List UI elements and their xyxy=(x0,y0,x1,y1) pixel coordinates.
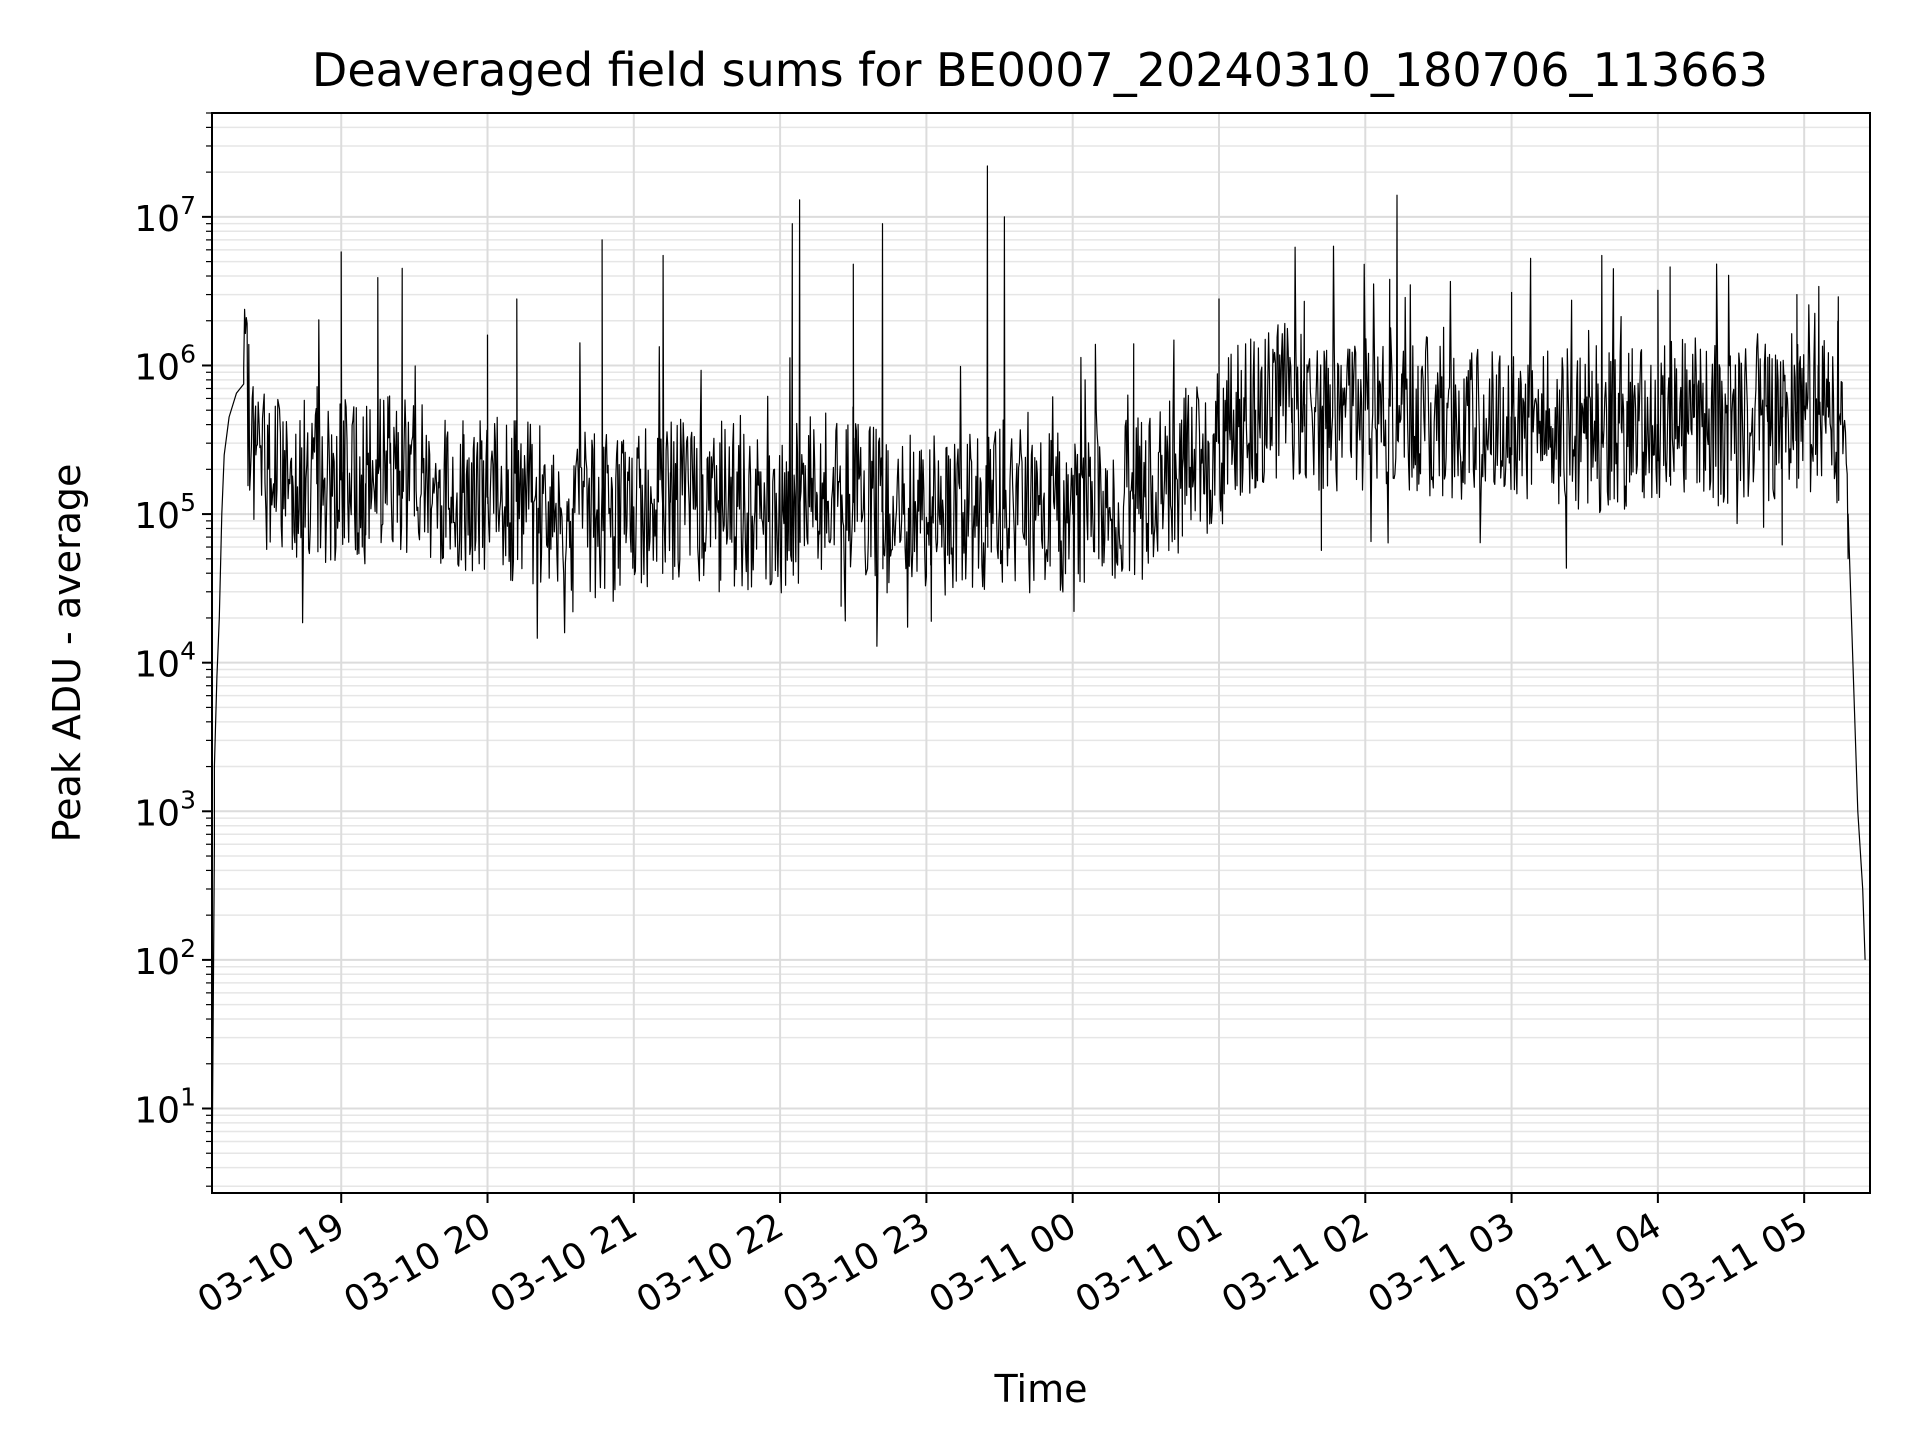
series-line xyxy=(211,165,1866,1187)
chart-title: Deaveraged field sums for BE0007_2024031… xyxy=(312,43,1768,97)
y-tick-label: 107 xyxy=(134,191,196,240)
y-tick-label: 103 xyxy=(134,785,196,834)
grid xyxy=(212,112,1870,1193)
y-tick-label: 106 xyxy=(134,339,196,388)
x-axis-label: Time xyxy=(994,1367,1088,1411)
y-tick-label: 104 xyxy=(134,637,196,686)
plot-frame xyxy=(211,112,1871,1194)
y-tick-label: 102 xyxy=(134,934,196,983)
y-tick-label: 101 xyxy=(134,1082,196,1131)
data-series xyxy=(211,165,1866,1187)
y-axis-label: Peak ADU - average xyxy=(45,464,89,843)
y-tick-label: 105 xyxy=(134,488,196,537)
